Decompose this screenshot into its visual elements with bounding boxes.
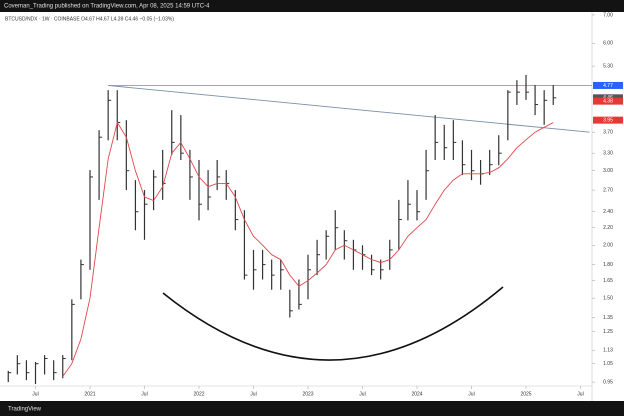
y-tick-label: 5.30 <box>603 63 613 69</box>
x-tick-label: Jul <box>32 391 38 397</box>
y-tick-label: 6.00 <box>603 41 613 47</box>
y-tick-label: 2.40 <box>603 209 613 215</box>
y-tick-label: 1.13 <box>603 348 613 354</box>
y-tick-label: 1.05 <box>603 361 613 367</box>
x-tick-label: 2022 <box>193 391 204 397</box>
x-tick-label: Jul <box>359 391 365 397</box>
x-tick-label: Jul <box>468 391 474 397</box>
price-label-box <box>593 116 623 124</box>
x-tick-label: 2021 <box>84 391 95 397</box>
y-tick-label: 2.00 <box>603 243 613 249</box>
y-tick-label: 1.35 <box>603 315 613 321</box>
y-tick-label: 1.65 <box>603 278 613 284</box>
x-tick-label: Jul <box>141 391 147 397</box>
y-tick-label: 2.70 <box>603 187 613 193</box>
plot: 7.00 6.00 5.30 3.70 3.30 3.00 2.70 2.40 2.20 2.00… <box>7 12 623 397</box>
footer <box>0 401 624 416</box>
price-label: 4.38 <box>603 98 613 104</box>
price-label: 3.95 <box>603 117 613 123</box>
y-tick-label: 3.00 <box>603 168 613 174</box>
x-tick-label: Jul <box>577 391 583 397</box>
published-note: Coveman_Trading published on TradingView… <box>4 4 210 10</box>
y-tick-label: 3.70 <box>603 129 613 135</box>
x-tick-label: 2024 <box>411 391 422 397</box>
chart-background <box>0 12 624 401</box>
y-tick-label: 0.95 <box>603 379 613 385</box>
price-label: 4.77 <box>603 83 613 89</box>
trend-line <box>108 85 590 133</box>
x-tick-label: Jul <box>250 391 256 397</box>
price-label-box <box>593 97 623 105</box>
cup-arc <box>162 286 504 361</box>
y-tick-label: 3.30 <box>603 151 613 157</box>
y-tick-label: 1.50 <box>603 295 613 301</box>
y-tick-label: 1.25 <box>603 329 613 335</box>
symbol-header: BTCUSD/NDX · 1W · COINBASE O4.67 H4.67 L… <box>5 16 174 22</box>
brand: TradingView <box>8 407 42 413</box>
y-tick-label: 1.80 <box>603 262 613 268</box>
y-tick-label: 2.20 <box>603 225 613 231</box>
x-tick-label: 2025 <box>520 391 531 397</box>
y-tick-label: 7.00 <box>603 12 613 18</box>
moving-average <box>62 121 554 377</box>
price-label-box <box>593 81 623 89</box>
x-tick-label: 2023 <box>302 391 313 397</box>
